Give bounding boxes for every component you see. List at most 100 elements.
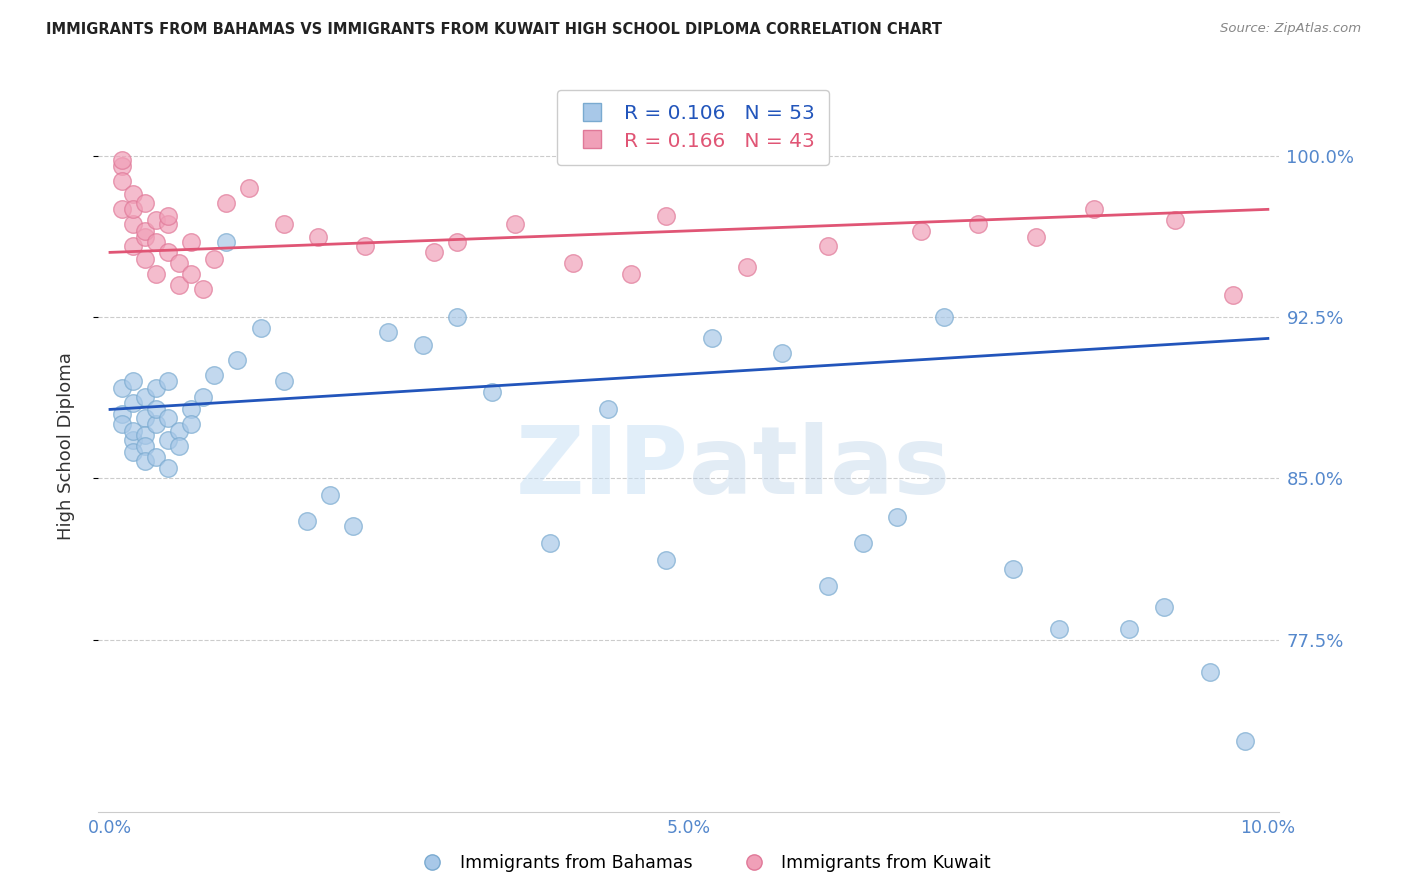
Point — [249, 320, 271, 334]
Point — [110, 202, 132, 217]
Point — [145, 417, 167, 432]
Text: ZIP: ZIP — [516, 422, 689, 514]
Point — [122, 239, 145, 253]
Point — [817, 579, 839, 593]
Point — [122, 202, 145, 217]
Point — [191, 390, 214, 404]
Point — [110, 174, 132, 188]
Point — [342, 518, 364, 533]
Point — [377, 325, 399, 339]
Point — [110, 153, 132, 167]
Point — [1118, 622, 1140, 636]
Point — [180, 267, 202, 281]
Point — [122, 375, 145, 389]
Point — [110, 381, 132, 395]
Point — [180, 402, 202, 417]
Point — [446, 235, 468, 249]
Point — [134, 195, 156, 210]
Point — [932, 310, 955, 324]
Point — [156, 218, 179, 232]
Point — [238, 181, 260, 195]
Point — [700, 331, 723, 345]
Point — [156, 411, 179, 425]
Point — [1233, 733, 1256, 747]
Text: IMMIGRANTS FROM BAHAMAS VS IMMIGRANTS FROM KUWAIT HIGH SCHOOL DIPLOMA CORRELATIO: IMMIGRANTS FROM BAHAMAS VS IMMIGRANTS FR… — [46, 22, 942, 37]
Point — [134, 252, 156, 266]
Point — [273, 375, 295, 389]
Point — [134, 224, 156, 238]
Point — [273, 218, 295, 232]
Point — [295, 514, 318, 528]
Point — [481, 385, 503, 400]
Point — [215, 195, 238, 210]
Point — [134, 439, 156, 453]
Point — [226, 353, 249, 368]
Point — [596, 402, 619, 417]
Point — [423, 245, 446, 260]
Point — [110, 407, 132, 421]
Point — [156, 433, 179, 447]
Text: atlas: atlas — [689, 422, 950, 514]
Point — [122, 218, 145, 232]
Point — [538, 536, 561, 550]
Point — [202, 368, 225, 382]
Point — [134, 454, 156, 468]
Point — [145, 450, 167, 464]
Point — [156, 209, 179, 223]
Point — [134, 390, 156, 404]
Point — [169, 277, 191, 292]
Point — [319, 488, 342, 502]
Point — [145, 402, 167, 417]
Point — [503, 218, 526, 232]
Point — [145, 381, 167, 395]
Point — [145, 267, 167, 281]
Legend: Immigrants from Bahamas, Immigrants from Kuwait: Immigrants from Bahamas, Immigrants from… — [408, 847, 998, 879]
Point — [110, 159, 132, 173]
Point — [655, 553, 678, 567]
Point — [215, 235, 238, 249]
Y-axis label: High School Diploma: High School Diploma — [56, 352, 75, 540]
Point — [886, 510, 908, 524]
Point — [1002, 561, 1025, 575]
Point — [180, 417, 202, 432]
Point — [145, 235, 167, 249]
Point — [307, 230, 329, 244]
Point — [169, 256, 191, 270]
Point — [180, 235, 202, 249]
Point — [353, 239, 375, 253]
Point — [817, 239, 839, 253]
Point — [122, 187, 145, 202]
Point — [967, 218, 990, 232]
Point — [122, 424, 145, 438]
Point — [852, 536, 875, 550]
Point — [134, 230, 156, 244]
Point — [110, 417, 132, 432]
Point — [122, 396, 145, 410]
Legend: R = 0.106   N = 53, R = 0.166   N = 43: R = 0.106 N = 53, R = 0.166 N = 43 — [557, 90, 828, 165]
Point — [735, 260, 758, 275]
Point — [562, 256, 585, 270]
Point — [122, 445, 145, 459]
Point — [446, 310, 468, 324]
Point — [169, 439, 191, 453]
Point — [156, 375, 179, 389]
Point — [156, 245, 179, 260]
Point — [191, 282, 214, 296]
Point — [134, 411, 156, 425]
Point — [1222, 288, 1244, 302]
Text: Source: ZipAtlas.com: Source: ZipAtlas.com — [1220, 22, 1361, 36]
Point — [1164, 213, 1187, 227]
Point — [202, 252, 225, 266]
Point — [1083, 202, 1105, 217]
Point — [169, 424, 191, 438]
Point — [910, 224, 932, 238]
Point — [1153, 600, 1175, 615]
Point — [412, 338, 434, 352]
Point — [620, 267, 643, 281]
Point — [134, 428, 156, 442]
Point — [1025, 230, 1047, 244]
Point — [1199, 665, 1222, 679]
Point — [156, 460, 179, 475]
Point — [122, 433, 145, 447]
Point — [145, 213, 167, 227]
